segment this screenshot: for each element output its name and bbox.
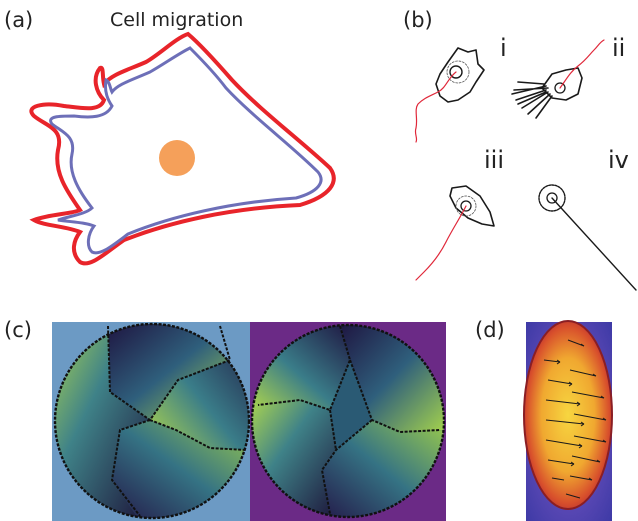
field-droplet <box>524 321 612 509</box>
cell-outline-iii <box>449 185 495 227</box>
field-droplet-edge <box>523 320 613 510</box>
domain-left <box>55 324 150 518</box>
nucleus-ii <box>554 82 566 94</box>
cell-outline-i <box>435 47 485 103</box>
subpanel-i-label: i <box>500 34 507 62</box>
sketch-iv <box>538 184 637 291</box>
lamellipodia-ii <box>511 81 553 119</box>
trajectory-ii <box>559 39 605 89</box>
migration-sketches <box>414 39 637 291</box>
subpanel-iv-label: iv <box>608 146 629 174</box>
domain-top <box>108 324 230 420</box>
cell-outline-iv <box>538 184 566 212</box>
sketch-iii <box>415 185 495 281</box>
sketch-ii <box>511 39 605 119</box>
panel-a-label: (a) <box>4 8 34 32</box>
domain-tiles <box>52 322 446 521</box>
tile-left-walls <box>107 325 247 517</box>
tile-right <box>250 322 446 521</box>
subpanel-ii-label: ii <box>612 34 626 62</box>
trajectory-iv <box>551 197 637 291</box>
panel-c-label: (c) <box>4 318 32 342</box>
tile-left-boundary <box>53 322 251 520</box>
nucleus-i <box>449 65 463 79</box>
nucleus <box>159 140 195 176</box>
subpanel-iii-label: iii <box>484 146 505 174</box>
halo-i <box>446 60 470 84</box>
flow-field <box>523 320 613 521</box>
tile-left <box>52 322 251 521</box>
panel-a-title: Cell migration <box>110 9 244 31</box>
cell-outline-ii <box>541 67 583 101</box>
nucleus-iv <box>546 192 558 204</box>
domain-right <box>150 324 249 450</box>
tile-right-walls <box>257 325 441 515</box>
halo-iii <box>455 195 477 217</box>
trajectory-i <box>414 71 457 143</box>
trajectory-iii <box>415 205 467 281</box>
inner-membrane <box>49 46 323 255</box>
nucleus-iii <box>460 200 472 212</box>
tile-right-boundary <box>250 323 446 519</box>
outer-membrane <box>29 31 336 266</box>
panel-d-label: (d) <box>475 318 505 342</box>
panel-b-label: (b) <box>403 8 433 32</box>
sketch-i <box>414 47 485 143</box>
cell-diagram <box>29 31 336 266</box>
velocity-arrows <box>543 339 607 499</box>
